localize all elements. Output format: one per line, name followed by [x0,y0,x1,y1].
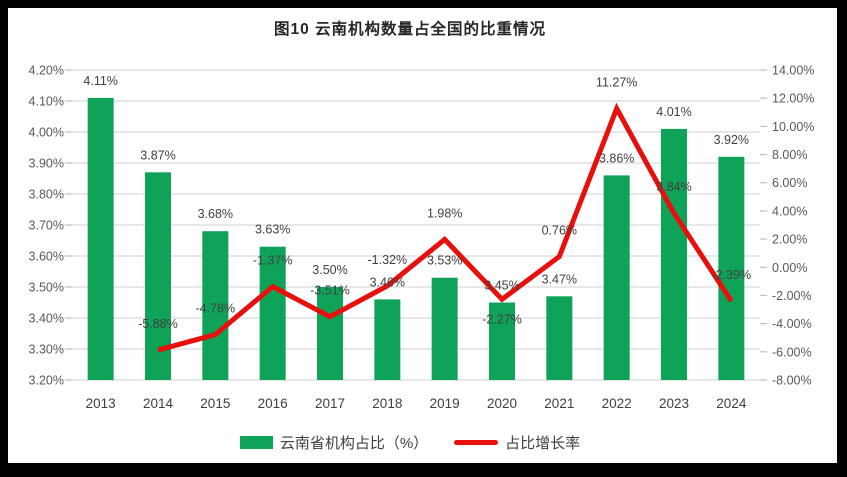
right-axis-tick-label: -6.00% [772,345,812,359]
line-value-label: -2.39% [712,268,752,282]
x-axis-label: 2023 [659,396,689,411]
chart-title: 图10 云南机构数量占全国的比重情况 [273,21,547,38]
x-axis-label: 2015 [200,396,230,411]
bar-value-label: 3.47% [542,272,577,286]
x-axis-label: 2017 [315,396,345,411]
right-axis-tick-label: 0.00% [772,261,807,275]
left-axis-tick-label: 4.00% [29,126,64,140]
x-axis-label: 2013 [86,396,116,411]
line-value-label: -5.88% [138,317,178,331]
chart-canvas: 图10 云南机构数量占全国的比重情况 4.20% 4.10% 4.00% 3.90% 3… [8,8,837,463]
bar-value-label: 3.68% [198,207,233,221]
line-value-label: 11.27% [596,75,637,89]
left-axis-tick-label: 4.10% [29,95,64,109]
line-value-label: 0.76% [542,224,577,238]
line-value-label: -1.37% [253,254,293,268]
left-axis-tick-label: 3.80% [29,188,64,202]
right-axis-tick-label: 10.00% [772,120,814,134]
bar-2017 [317,287,343,380]
bar-series-swatch [239,436,273,449]
growth-rate-line [157,102,734,353]
line-value-label: 1.98% [427,206,462,220]
line-value-label: -3.51% [310,284,350,298]
bar-2021 [546,296,573,380]
bar-value-label: 3.92% [714,133,749,147]
bar-value-label: 3.86% [599,151,634,165]
right-axis-tick-label: 12.00% [772,92,814,106]
left-axis-tick-label: 3.40% [29,312,64,326]
line-value-label: -2.27% [482,312,522,326]
x-axis-label: 2019 [430,396,460,411]
bar-2023 [661,128,687,380]
right-axis-tick-label: -2.00% [772,289,812,303]
right-axis-tick-label: 6.00% [772,176,807,190]
bar-2016 [259,246,286,380]
x-axis-label: 2021 [544,396,574,411]
bar-2024 [718,156,745,380]
bar-value-label: 3.63% [255,223,290,237]
left-axis-tick-label: 3.30% [29,343,64,357]
legend-item-bar-series: 云南省机构占比（%） [239,432,429,453]
x-axis-label: 2018 [372,396,402,411]
bar-value-label: 3.87% [140,148,175,162]
x-axis-label: 2020 [487,396,517,411]
legend-label-bar-series: 云南省机构占比（%） [279,435,429,452]
line-value-label: 3.84% [656,180,691,194]
legend-label-line-series: 占比增长率 [505,435,581,452]
line-series-swatch [454,440,499,445]
right-axis-tick-label: -8.00% [772,374,812,388]
bar-2015 [202,231,229,380]
bar-2013 [87,97,114,381]
bar-value-label: 4.01% [656,105,691,119]
line-value-label: -1.32% [368,253,408,267]
bar-2019 [431,277,458,380]
legend-item-line-series: 占比增长率 [454,432,580,453]
bar-value-label: 3.46% [370,275,405,289]
bar-value-label: 3.53% [427,254,462,268]
x-axis-label: 2014 [143,396,174,411]
left-axis-tick-label: 3.70% [29,219,64,233]
bar-2018 [374,299,401,380]
x-axis-label: 2024 [716,396,747,411]
right-axis-tick-label: 2.00% [772,233,807,247]
bar-2022 [603,175,630,380]
left-axis-tick-label: 3.20% [29,374,64,388]
right-axis-tick-label: 8.00% [772,148,807,162]
bar-2020 [489,302,515,380]
x-axis-label: 2022 [602,396,632,411]
left-axis-tick-label: 3.50% [29,281,64,295]
chart-legend: 云南省机构占比（%） 占比增长率 [8,432,812,453]
right-axis-tick-label: 4.00% [772,204,807,218]
bar-value-label: 3.50% [312,263,347,277]
left-axis-tick-label: 3.60% [29,250,64,264]
right-axis-tick-label: -4.00% [772,317,812,331]
bar-value-label: 3.45% [484,279,519,293]
left-axis-tick-label: 4.20% [29,64,64,78]
line-value-label: -4.78% [196,302,236,316]
right-axis-tick-label: 14.00% [772,64,814,78]
bar-value-label: 4.11% [83,74,118,88]
left-axis-tick-label: 3.90% [29,157,64,171]
chart-plot-area: 4.20% 4.10% 4.00% 3.90% 3.80% 3.70% 3.60% 3.50%… [29,64,815,412]
x-axis-label: 2016 [258,396,288,411]
